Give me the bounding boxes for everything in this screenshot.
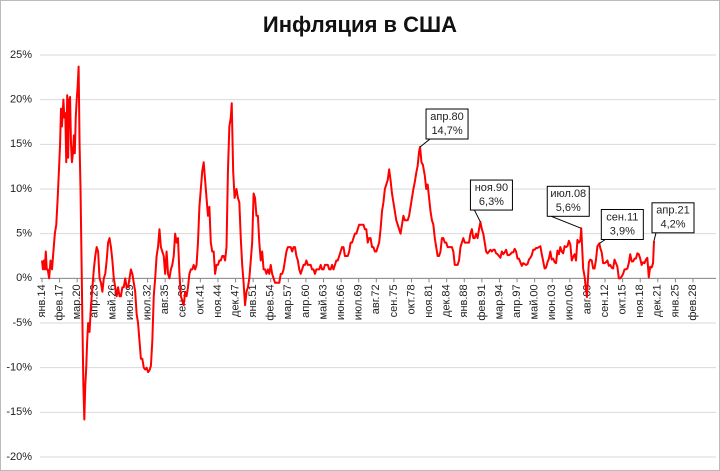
y-tick-label: -10% [6,362,32,374]
callout-leader [419,138,431,148]
x-tick-label: июл.32 [141,284,153,320]
x-tick-label: ноя.81 [423,284,435,317]
x-tick-label: окт.41 [194,284,206,314]
chart-title: Инфляция в США [263,12,457,37]
x-tick-label: янв.25 [669,284,681,317]
x-tick-label: июн.03 [546,284,558,320]
callout-date: апр.80 [430,111,463,123]
callout-box [600,208,644,240]
x-tick-label: июн.66 [335,284,347,320]
x-tick-label: окт.78 [405,284,417,314]
x-tick-label: мар.94 [493,284,505,319]
callout-value: 14,7% [431,125,462,137]
x-tick-label: ноя.18 [634,284,646,317]
y-tick-label: 20% [10,94,32,106]
callout-box [469,179,513,211]
x-tick-label: апр.60 [300,284,312,317]
x-tick-label: окт.15 [617,284,629,314]
y-tick-label: -5% [12,317,32,329]
x-tick-label: янв.88 [458,284,470,317]
y-tick-label: 25% [10,49,32,61]
y-tick-label: -15% [6,406,32,418]
x-tick-label: мар.57 [282,284,294,319]
callout-date: июл.08 [550,188,586,200]
callout-value: 3,9% [610,225,635,237]
x-tick-label: мар.20 [71,284,83,319]
callout-date: сен.11 [606,211,638,223]
x-tick-label: апр.97 [511,284,523,317]
callout-date: ноя.90 [475,182,508,194]
callout-leader [599,239,606,244]
callout-leader [551,215,582,229]
x-tick-label: июл.69 [353,284,365,320]
y-tick-label: 10% [10,183,32,195]
callout-value: 5,6% [556,202,581,214]
x-tick-label: ноя.44 [212,284,224,317]
x-tick-label: июл.06 [564,284,576,320]
y-tick-label: 15% [10,138,32,150]
callout-value: 6,3% [479,196,504,208]
x-tick-label: авг.09 [581,284,593,314]
x-tick-label: фев.17 [54,284,66,320]
x-tick-label: дек.47 [229,284,241,317]
y-tick-label: 5% [16,228,32,240]
callout-leader [473,209,481,223]
y-tick-label: -20% [6,451,32,463]
callout-box [425,108,469,140]
x-tick-label: янв.51 [247,284,259,317]
x-tick-label: дек.84 [441,284,453,317]
x-tick-label: фев.91 [476,284,488,320]
x-tick-label: фев.54 [265,284,277,320]
callout-box [651,202,695,234]
inflation-line [41,65,656,421]
x-tick-label: авг.35 [159,284,171,314]
x-tick-label: июн.29 [124,284,136,320]
x-tick-label: авг.72 [370,284,382,314]
callout-value: 4,2% [660,219,685,231]
y-tick-label: 0% [16,272,32,284]
x-tick-label: сен.12 [599,284,611,317]
callout-box [546,185,590,217]
x-tick-label: дек.21 [652,284,664,317]
x-tick-label: фев.28 [687,284,699,320]
x-tick-label: май.63 [317,284,329,319]
callout-date: апр.21 [656,205,689,217]
callout-leader [653,232,657,241]
x-tick-label: сен.75 [388,284,400,317]
x-tick-label: янв.14 [36,284,48,317]
x-tick-label: май.00 [529,284,541,319]
